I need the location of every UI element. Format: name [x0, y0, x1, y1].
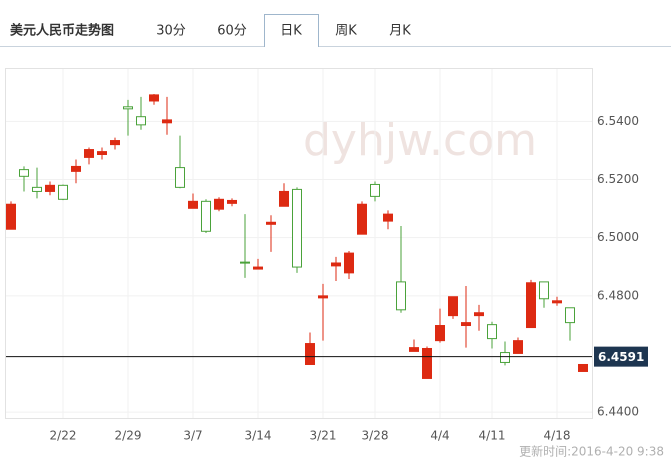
candle-body — [513, 340, 523, 354]
x-tick-label: 3/21 — [310, 429, 337, 443]
candle-body — [6, 203, 16, 230]
candle-body — [474, 312, 484, 317]
candle-body — [253, 266, 263, 270]
candle-body — [318, 295, 328, 299]
candle-body — [422, 347, 432, 379]
tab[interactable]: 月K — [389, 24, 411, 39]
candle-body — [188, 200, 198, 209]
x-tick-label: 4/4 — [430, 429, 449, 443]
candle-body — [32, 186, 42, 192]
candle-body — [162, 119, 172, 124]
candle-body — [409, 347, 419, 352]
candle-body — [370, 183, 380, 197]
x-tick-label: 3/14 — [245, 429, 272, 443]
candle-body — [539, 281, 549, 300]
candle-body — [396, 281, 406, 311]
candle-body — [175, 167, 185, 188]
active-tab-box — [264, 14, 319, 47]
x-tick-label: 4/18 — [544, 429, 571, 443]
candle-body — [552, 300, 562, 304]
candle-body — [149, 94, 159, 102]
candle-body — [357, 203, 367, 235]
x-tick-label: 2/22 — [50, 429, 77, 443]
y-tick-label: 6.5400 — [597, 114, 639, 128]
candle-body — [279, 190, 289, 207]
candle-body — [227, 199, 237, 204]
x-tick-label: 2/29 — [115, 429, 142, 443]
candle-body — [136, 116, 146, 126]
tab[interactable]: 60分 — [217, 24, 247, 39]
y-tick-label: 6.5000 — [597, 230, 639, 244]
y-tick-label: 6.4800 — [597, 288, 639, 302]
candle-body — [565, 307, 575, 324]
candle-body — [578, 363, 588, 372]
x-tick-label: 4/11 — [479, 429, 506, 443]
y-tick-label: 6.5200 — [597, 172, 639, 186]
candle-body — [292, 188, 302, 268]
x-tick-label: 3/28 — [362, 429, 389, 443]
candle-body — [526, 282, 536, 329]
candle-body — [45, 184, 55, 192]
candle-body — [331, 262, 341, 267]
plot-frame — [5, 68, 593, 419]
candle-body — [19, 169, 29, 177]
current-price-box — [594, 346, 648, 367]
candle-body — [84, 149, 94, 158]
candle-body — [110, 140, 120, 146]
candle-body — [214, 198, 224, 210]
candle-body — [71, 165, 81, 172]
candle-body — [435, 325, 445, 342]
y-tick-label: 6.4400 — [597, 405, 639, 419]
x-tick-label: 3/7 — [183, 429, 202, 443]
candle-body — [266, 221, 276, 225]
candle-body — [344, 252, 354, 274]
candle-body — [305, 343, 315, 365]
candle-body — [461, 322, 471, 327]
widget-title: 美元人民币走势图 — [10, 23, 114, 39]
candle-body — [500, 352, 510, 363]
watermark: dyhjw.com — [303, 115, 537, 166]
update-time: 更新时间:2016-4-20 9:38 — [519, 444, 664, 459]
current-price-label: 6.4591 — [598, 350, 644, 364]
tab[interactable]: 周K — [335, 24, 357, 39]
candle-body — [58, 184, 68, 200]
candle-body — [383, 213, 393, 222]
candle-body — [201, 200, 211, 232]
candle-body — [448, 296, 458, 317]
candle-body — [123, 106, 133, 110]
candle-body — [97, 151, 107, 156]
candle-body — [240, 261, 250, 264]
tab[interactable]: 日K — [280, 24, 302, 39]
candle-body — [487, 324, 497, 340]
tab[interactable]: 30分 — [156, 24, 186, 39]
